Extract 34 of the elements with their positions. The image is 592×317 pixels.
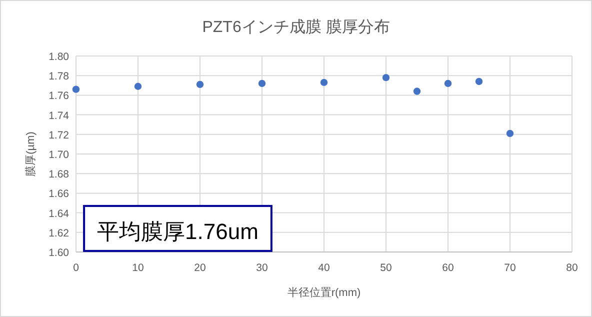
y-axis-title: 膜厚(µm) xyxy=(25,132,37,176)
y-tick-label: 1.76 xyxy=(48,90,70,102)
point xyxy=(258,80,266,88)
y-tick-label: 1.78 xyxy=(48,70,70,83)
point xyxy=(506,130,514,138)
y-tick-label: 1.74 xyxy=(48,110,70,122)
y-tick-label: 1.70 xyxy=(48,149,70,161)
point xyxy=(196,80,204,88)
point xyxy=(444,80,452,88)
y-tick-label: 1.60 xyxy=(48,247,70,259)
y-tick-label: 1.62 xyxy=(48,227,70,240)
x-tick-label: 20 xyxy=(194,262,206,274)
x-axis-title: 半径位置r(mm) xyxy=(287,286,361,299)
point xyxy=(475,78,483,86)
x-tick-label: 80 xyxy=(566,262,578,274)
annotation: 平均膜厚1.76um xyxy=(97,218,258,244)
x-tick-label: 60 xyxy=(442,262,454,274)
y-tick-label: 1.72 xyxy=(48,129,70,142)
x-tick-label: 50 xyxy=(380,262,392,274)
x-tick-label: 10 xyxy=(132,262,144,274)
y-tick-label: 1.80 xyxy=(48,51,70,63)
y-tick-label: 1.64 xyxy=(48,208,70,220)
point xyxy=(320,78,328,86)
x-tick-label: 40 xyxy=(318,262,330,274)
y-tick-label: 1.66 xyxy=(48,188,70,200)
point xyxy=(413,88,421,95)
y-tick-label: 1.68 xyxy=(48,168,70,181)
chart-title: PZT6インチ成膜 膜厚分布 xyxy=(202,18,390,36)
point xyxy=(72,86,80,93)
x-tick-label: 70 xyxy=(504,262,516,274)
x-tick-label: 30 xyxy=(256,262,268,274)
point xyxy=(134,82,142,90)
point xyxy=(382,74,390,82)
x-tick-label: 0 xyxy=(73,262,80,274)
